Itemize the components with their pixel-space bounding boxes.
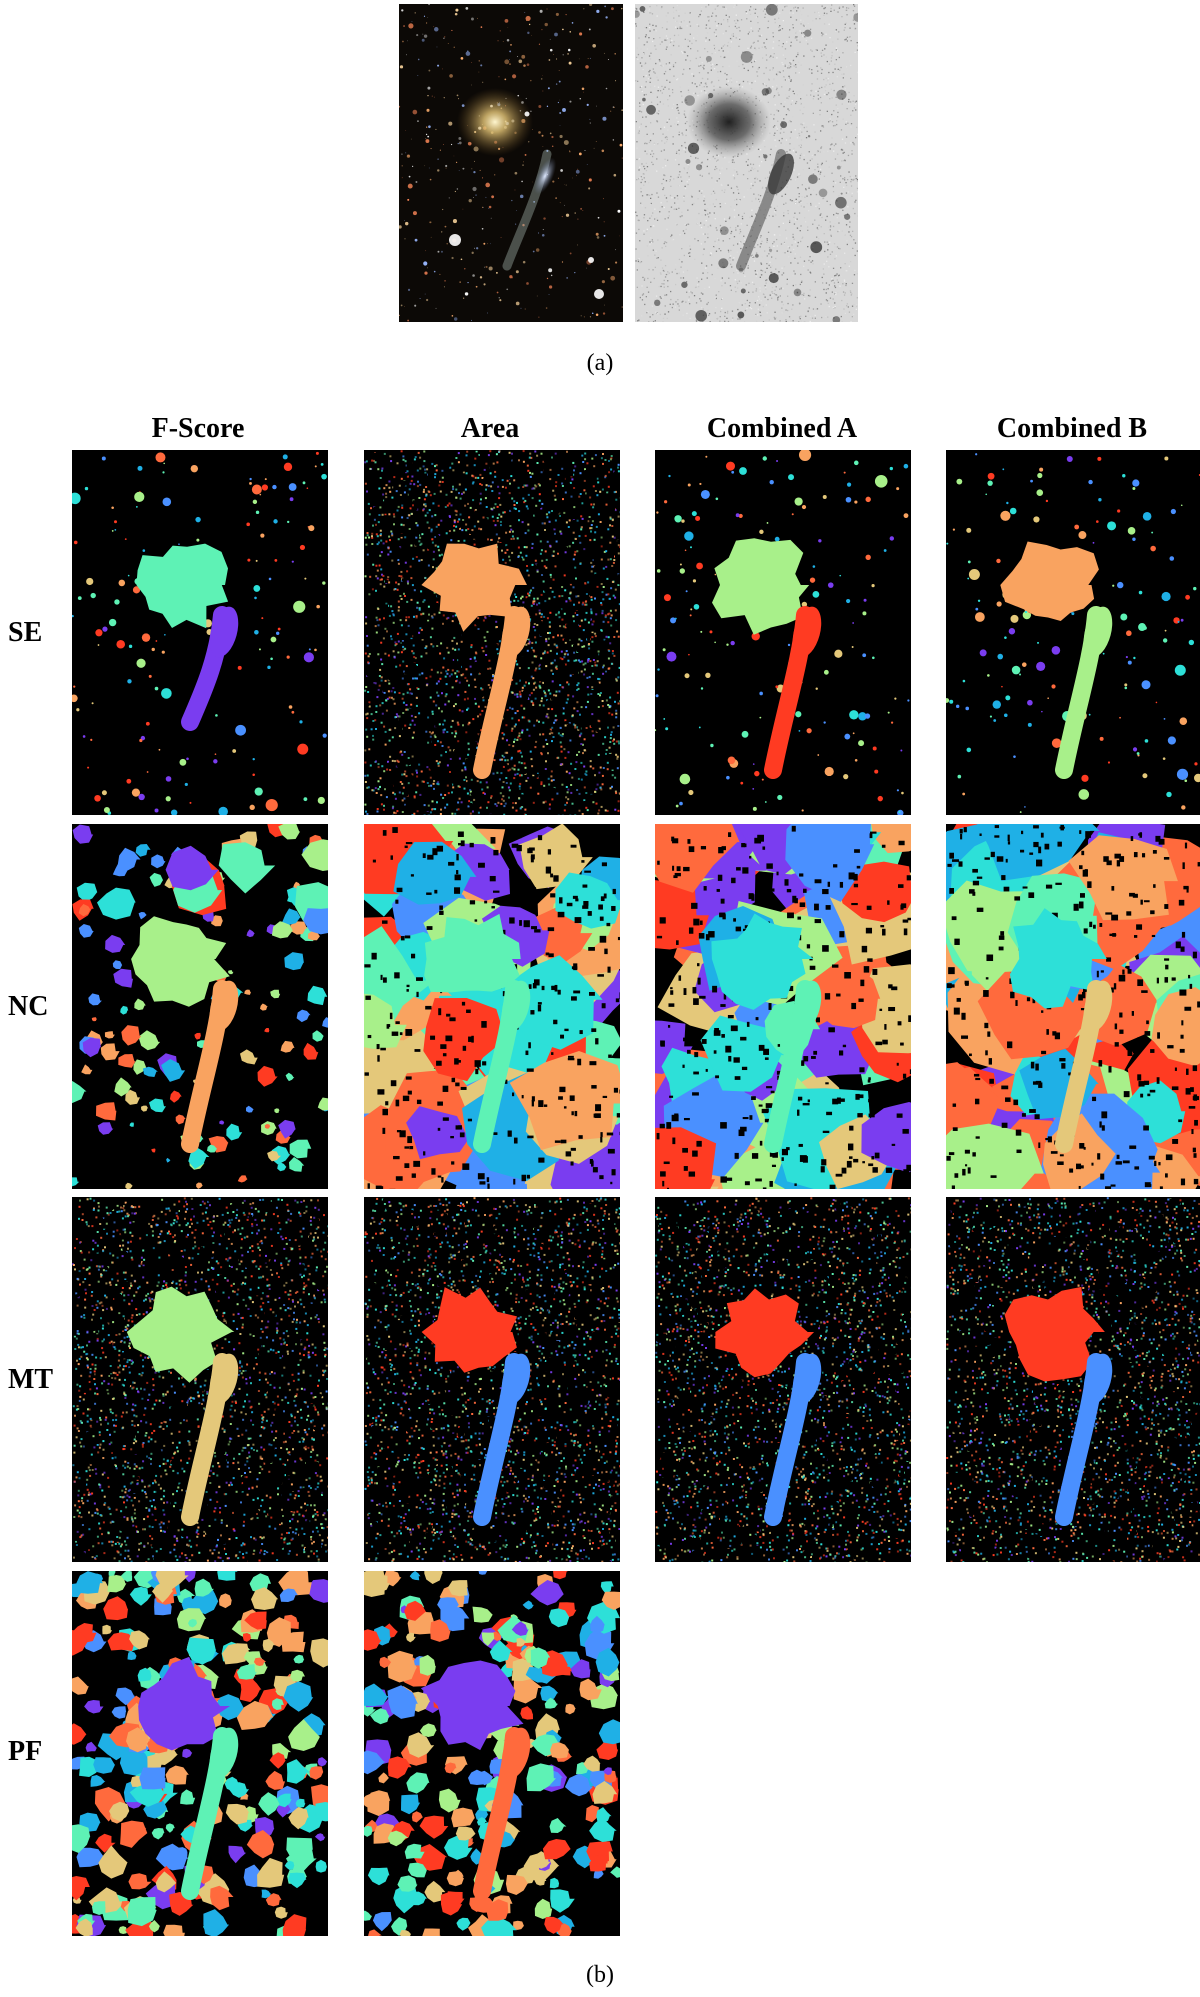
caption-a: (a) — [586, 350, 614, 376]
panel-mt-combined-a — [655, 1197, 911, 1562]
column-header-area: Area — [460, 413, 520, 444]
panel-se-combined-b — [946, 450, 1200, 815]
panel-nc-combined-b — [946, 824, 1200, 1189]
column-header-f-score: F-Score — [151, 413, 245, 444]
row-label-mt: MT — [8, 1364, 54, 1395]
panel-nc-combined-a — [655, 824, 911, 1189]
panel-se-combined-a — [655, 450, 911, 815]
panel-se-f-score — [72, 450, 328, 815]
panel-pf-f-score — [72, 1571, 328, 1936]
galaxy-grayscale-image — [635, 4, 858, 322]
panel-mt-area — [364, 1197, 620, 1562]
row-label-se: SE — [8, 617, 43, 648]
panel-mt-combined-b — [946, 1197, 1200, 1562]
panel-nc-f-score — [72, 824, 328, 1189]
panel-se-area — [364, 450, 620, 815]
panel-nc-area — [364, 824, 620, 1189]
galaxy-color-image — [399, 4, 623, 322]
panel-pf-area — [364, 1571, 620, 1936]
panel-mt-f-score — [72, 1197, 328, 1562]
column-header-combined-b: Combined B — [996, 413, 1148, 444]
row-label-nc: NC — [8, 991, 49, 1022]
row-label-pf: PF — [8, 1736, 43, 1767]
caption-b: (b) — [586, 1962, 614, 1988]
column-header-combined-a: Combined A — [706, 413, 858, 444]
